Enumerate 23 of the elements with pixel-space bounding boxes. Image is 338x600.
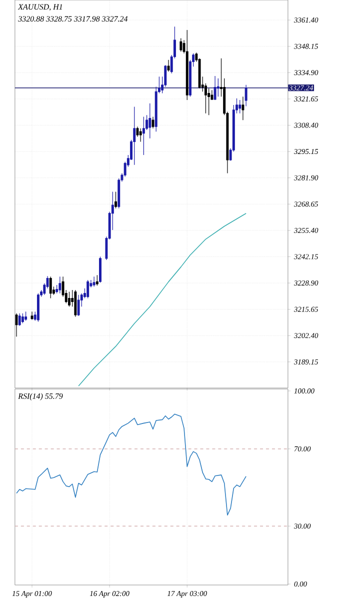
candlestick	[214, 76, 216, 100]
candlestick	[49, 276, 52, 299]
candlestick	[216, 78, 220, 97]
candlestick	[58, 276, 62, 294]
candlestick	[148, 103, 152, 139]
candlestick	[37, 293, 40, 322]
candlestick	[77, 294, 80, 316]
candlestick	[30, 311, 34, 320]
candlestick	[152, 116, 154, 129]
candlestick	[167, 60, 170, 72]
candlestick	[133, 106, 136, 166]
candlestick	[136, 126, 139, 138]
candlestick	[142, 116, 145, 156]
candlestick	[242, 96, 244, 120]
candlestick	[74, 290, 77, 318]
candlestick	[114, 191, 118, 209]
candlestick	[186, 30, 188, 100]
candlestick	[99, 256, 102, 283]
candlestick	[68, 291, 70, 307]
candlestick	[86, 280, 90, 299]
candlestick	[139, 128, 142, 142]
candlestick	[238, 100, 242, 114]
candlestick	[244, 84, 248, 107]
